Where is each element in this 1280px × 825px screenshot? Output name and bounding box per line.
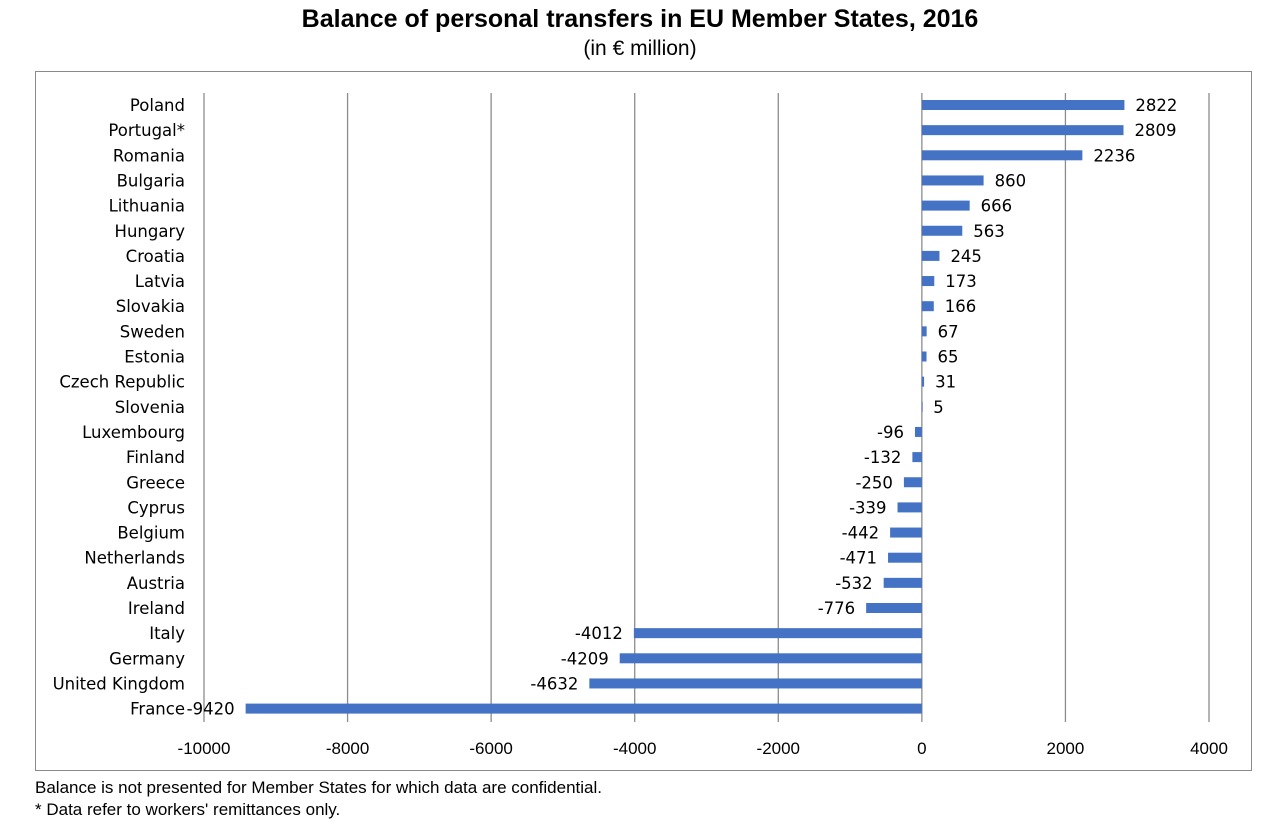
category-label: Greece — [126, 473, 185, 492]
value-label: -250 — [855, 473, 892, 492]
value-label: -9420 — [187, 700, 235, 719]
bar — [921, 225, 963, 236]
value-label: -132 — [864, 448, 901, 467]
gridlines — [203, 93, 1210, 722]
bar — [921, 301, 934, 312]
bar — [903, 477, 922, 488]
category-label: Netherlands — [84, 549, 185, 568]
value-label: 860 — [995, 171, 1026, 190]
value-label: 65 — [938, 348, 959, 367]
category-label: Germany — [109, 649, 185, 668]
category-label: Latvia — [135, 272, 185, 291]
bar — [633, 628, 922, 639]
footnote-remittances: * Data refer to workers' remittances onl… — [35, 800, 341, 819]
x-tick-label: 4000 — [1190, 739, 1228, 758]
bar — [866, 603, 922, 613]
category-label: Estonia — [124, 348, 185, 367]
bar — [921, 351, 927, 362]
category-label: Slovakia — [116, 297, 185, 316]
bar — [890, 527, 922, 538]
x-tick-label: -4000 — [613, 739, 656, 758]
value-label: 166 — [945, 297, 977, 316]
chart-title: Balance of personal transfers in EU Memb… — [301, 5, 979, 33]
x-axis-tick-labels: -10000 -8000 -6000 -4000 -2000 0 2000 4000 — [178, 739, 1228, 758]
value-label: -4012 — [575, 624, 623, 643]
bar — [921, 250, 940, 261]
bar — [921, 276, 935, 287]
value-label: -4209 — [561, 649, 609, 668]
value-label: 666 — [981, 197, 1013, 216]
category-label: France — [130, 700, 185, 719]
category-label: Ireland — [128, 599, 185, 618]
category-label: Luxembourg — [82, 423, 185, 442]
category-label: Slovenia — [115, 398, 185, 417]
category-labels: Poland Portugal* Romania Bulgaria Lithuania H… — [53, 96, 186, 719]
value-label: 2809 — [1135, 121, 1177, 140]
category-label: Hungary — [115, 222, 186, 241]
bar — [921, 326, 927, 337]
bar — [921, 125, 1124, 136]
category-label: Romania — [113, 146, 185, 165]
value-label: -96 — [877, 423, 904, 442]
category-label: Belgium — [117, 524, 185, 543]
bar — [897, 502, 922, 513]
value-label: -776 — [818, 599, 855, 618]
x-tick-label: 0 — [917, 739, 926, 758]
bars — [245, 100, 1125, 714]
category-label: Sweden — [120, 322, 185, 341]
bar — [921, 100, 1125, 110]
value-label: -339 — [849, 498, 886, 517]
value-label: 245 — [950, 247, 982, 266]
bar — [245, 703, 922, 714]
category-label: Italy — [149, 624, 185, 643]
value-label: 563 — [973, 222, 1005, 241]
value-label: 2236 — [1093, 146, 1135, 165]
bar — [914, 426, 922, 437]
value-label: 173 — [945, 272, 977, 291]
value-label: 5 — [933, 398, 944, 417]
category-label: Portugal* — [108, 121, 185, 140]
value-label: -4632 — [530, 674, 578, 693]
value-label: 2822 — [1135, 96, 1177, 115]
bar — [921, 200, 970, 211]
x-tick-label: 2000 — [1047, 739, 1085, 758]
chart-subtitle: (in € million) — [583, 37, 697, 60]
chart-frame — [35, 71, 1252, 771]
x-tick-label: -8000 — [326, 739, 369, 758]
bar — [921, 376, 925, 387]
bar — [912, 452, 922, 463]
bar — [883, 577, 922, 588]
category-label: Finland — [126, 448, 185, 467]
bar — [589, 678, 922, 689]
value-label: 31 — [935, 373, 956, 392]
x-tick-label: -2000 — [757, 739, 800, 758]
value-label: -442 — [842, 524, 879, 543]
footnote-confidential: Balance is not presented for Member Stat… — [35, 778, 602, 797]
category-label: Lithuania — [109, 197, 185, 216]
category-label: Bulgaria — [117, 171, 185, 190]
bar — [619, 653, 922, 664]
category-label: United Kingdom — [53, 674, 185, 693]
value-label: -532 — [835, 574, 872, 593]
x-tick-label: -6000 — [469, 739, 512, 758]
category-label: Poland — [130, 96, 185, 115]
category-label: Austria — [127, 574, 185, 593]
category-label: Cyprus — [127, 498, 185, 517]
x-tick-label: -10000 — [178, 739, 231, 758]
bar — [921, 401, 923, 412]
value-label: -471 — [840, 549, 877, 568]
bar — [921, 175, 984, 186]
bar — [888, 552, 922, 563]
category-label: Croatia — [126, 247, 185, 266]
category-label: Czech Republic — [59, 373, 185, 392]
bar — [921, 150, 1083, 161]
value-label: 67 — [938, 322, 959, 341]
